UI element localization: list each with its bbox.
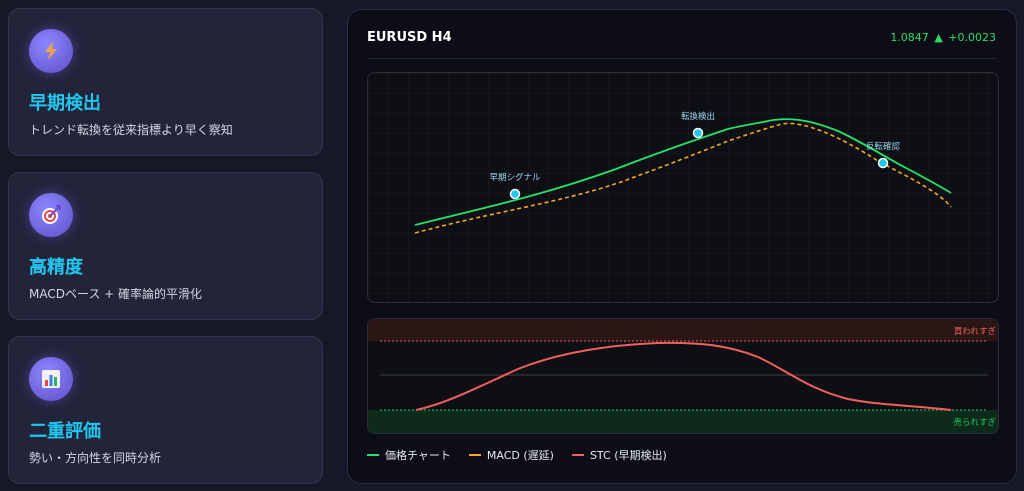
price-value: 1.0847 — [890, 31, 929, 44]
annotation-reversal-confirm: 反転確認 — [866, 141, 901, 152]
price-chart-svg: 早期シグナル 転換検出 反転確認 — [368, 73, 998, 302]
legend-label: STC (早期検出) — [589, 449, 667, 462]
bar-chart-icon — [29, 357, 73, 401]
up-arrow-icon: ▲ — [934, 31, 943, 44]
target-icon — [29, 193, 73, 237]
oversold-zone — [368, 410, 998, 433]
legend-swatch — [571, 454, 584, 456]
oversold-label: 売られすぎ — [953, 417, 996, 428]
panel-title: EURUSD H4 — [367, 30, 452, 45]
macd-line — [414, 122, 952, 234]
reversal-confirm-marker — [877, 157, 889, 169]
legend-item-macd: MACD (遅延) — [468, 447, 554, 463]
stc-oscillator: 買われすぎ 売られすぎ — [367, 318, 999, 434]
stc-line — [415, 341, 952, 411]
price-chart: 早期シグナル 転換検出 反転確認 — [367, 72, 999, 303]
feature-card-dual-evaluation: 二重評価 勢い・方向性を同時分析 — [8, 336, 323, 484]
price-readout: 1.0847 ▲ +0.0023 — [890, 31, 998, 44]
legend-item-stc: STC (早期検出) — [571, 447, 667, 463]
overbought-zone — [368, 319, 998, 341]
chart-legend: 価格チャート MACD (遅延) STC (早期検出) — [367, 447, 667, 463]
legend-label: MACD (遅延) — [486, 449, 554, 462]
lightning-icon — [29, 29, 73, 73]
card-title: 高精度 — [29, 257, 83, 278]
card-title: 二重評価 — [29, 421, 101, 442]
card-title: 早期検出 — [29, 93, 101, 114]
annotation-early-signal: 早期シグナル — [489, 172, 541, 183]
card-description: トレンド転換を従来指標より早く察知 — [29, 123, 233, 137]
feature-card-high-precision: 高精度 MACDベース + 確率論的平滑化 — [8, 172, 323, 320]
chart-grid — [368, 73, 998, 302]
legend-swatch — [367, 454, 379, 456]
price-change: +0.0023 — [948, 31, 996, 44]
overbought-label: 買われすぎ — [954, 326, 997, 337]
legend-item-price: 価格チャート — [367, 447, 451, 463]
price-line — [414, 118, 952, 226]
legend-label: 価格チャート — [385, 449, 451, 462]
early-signal-marker — [509, 188, 521, 200]
turn-detection-marker — [692, 127, 704, 139]
legend-swatch — [468, 454, 481, 456]
feature-card-early-detection: 早期検出 トレンド転換を従来指標より早く察知 — [8, 8, 323, 156]
card-description: MACDベース + 確率論的平滑化 — [29, 287, 203, 301]
stc-oscillator-svg: 買われすぎ 売られすぎ — [368, 319, 998, 433]
header-divider — [367, 58, 997, 59]
annotation-turn-detection: 転換検出 — [681, 111, 715, 122]
card-description: 勢い・方向性を同時分析 — [29, 451, 162, 465]
chart-panel: EURUSD H4 1.0847 ▲ +0.0023 早期シグナル 転換検出 反… — [347, 9, 1017, 484]
